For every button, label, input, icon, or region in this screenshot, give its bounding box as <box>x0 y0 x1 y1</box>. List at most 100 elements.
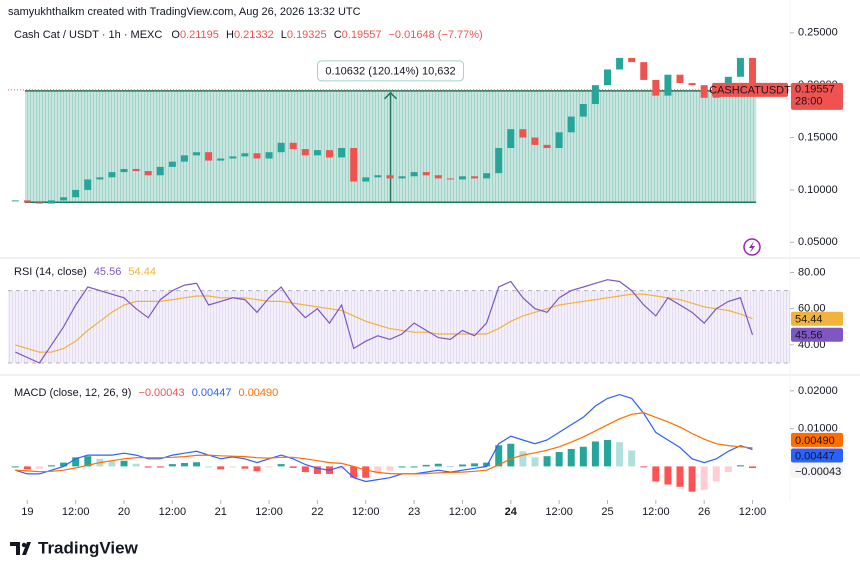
candle <box>531 137 539 145</box>
histogram-bar <box>724 466 732 473</box>
candle <box>338 148 346 158</box>
last-price: 0.19557 <box>795 84 835 96</box>
x-tick-label: 22 <box>311 506 323 518</box>
histogram-bar <box>374 466 382 474</box>
candle <box>241 153 249 157</box>
candle <box>96 177 104 180</box>
histogram-bar <box>688 466 696 492</box>
candle <box>60 197 68 201</box>
histogram-bar <box>712 466 720 482</box>
histogram-tag-bg <box>791 464 843 479</box>
rsi-tag: 45.56 <box>795 330 823 342</box>
y-tick-label: 0.15000 <box>798 131 838 143</box>
histogram-bar <box>362 466 370 478</box>
candle <box>688 83 696 86</box>
y-tick-label: 0.01000 <box>798 423 838 435</box>
signal-value: 0.00490 <box>239 387 279 399</box>
candle <box>72 189 80 198</box>
histogram-value: −0.00043 <box>138 387 184 399</box>
histogram-bar <box>700 466 708 490</box>
x-tick-label: 20 <box>118 506 130 518</box>
histogram-bar <box>386 466 394 471</box>
histogram-bar <box>48 465 56 467</box>
candle <box>724 76 732 89</box>
candle <box>652 79 660 96</box>
histogram-bar <box>193 462 201 467</box>
candle <box>603 69 611 86</box>
candle <box>749 57 757 90</box>
macd-legend: MACD (close, 12, 26, 9) −0.00043 0.00447… <box>14 387 278 399</box>
candle <box>120 168 128 173</box>
x-tick-label: 12:00 <box>545 506 573 518</box>
candle <box>579 104 587 117</box>
histogram-bar <box>543 456 551 467</box>
candle <box>289 142 297 150</box>
measure-arrowhead <box>384 91 398 100</box>
measure-label: 0.10632 (120.14%) 10,632 <box>325 66 455 78</box>
x-tick-label: 24 <box>505 506 518 518</box>
histogram-bar <box>567 449 575 467</box>
histogram-bar <box>350 466 358 478</box>
x-tick-label: 12:00 <box>642 506 670 518</box>
logo <box>10 542 31 555</box>
brand: TradingView <box>38 538 139 557</box>
histogram-bar <box>749 466 757 469</box>
y-tick-label: 80.00 <box>798 266 826 278</box>
candle <box>217 158 225 161</box>
y-tick-label: 0.02000 <box>798 385 838 397</box>
histogram-bar <box>289 466 297 468</box>
ticker-tag: CASHCATUSDT <box>709 85 791 97</box>
candle <box>434 175 442 179</box>
rsi-legend: RSI (14, close) 45.56 54.44 <box>14 266 156 278</box>
histogram-bar <box>60 462 68 467</box>
histogram-bar <box>217 466 225 470</box>
ticker-tag-bg <box>712 82 788 97</box>
ohlc-value: 0.21195 <box>180 29 219 41</box>
candle <box>326 150 334 158</box>
histogram-bar <box>120 460 128 467</box>
histogram-bar <box>132 463 140 467</box>
candle <box>313 150 321 156</box>
y-tick-label: 0.25000 <box>798 27 838 39</box>
candle <box>519 129 527 138</box>
histogram-bar <box>652 466 660 482</box>
histogram-bar <box>616 442 624 467</box>
histogram-bar <box>229 466 237 468</box>
candle <box>543 144 551 149</box>
candle <box>350 148 358 182</box>
histogram-bar <box>180 462 188 467</box>
histogram-bar <box>555 452 563 467</box>
histogram-bar <box>434 463 442 467</box>
candle <box>35 202 43 204</box>
candle <box>616 57 624 70</box>
candle <box>11 200 19 202</box>
rsi-tag-bg <box>791 327 843 342</box>
ohlc-label: O <box>171 29 180 41</box>
histogram-tag: −0.00043 <box>795 466 841 478</box>
x-tick-label: 12:00 <box>255 506 283 518</box>
histogram-bar <box>313 466 321 474</box>
rsi-line <box>15 279 754 364</box>
x-tick-label: 19 <box>21 506 33 518</box>
y-tick-label: 60.00 <box>798 303 826 315</box>
histogram-bar <box>676 466 684 487</box>
histogram-bar <box>422 464 430 467</box>
macd-tag: 0.00490 <box>795 435 835 447</box>
ohlc-label: C <box>334 29 342 41</box>
creator-line: samyukhthalkm created with TradingView.c… <box>8 6 361 18</box>
x-tick-label: 25 <box>601 506 613 518</box>
rsi-tag-bg <box>791 311 843 326</box>
candle <box>736 57 744 77</box>
candle <box>628 57 636 63</box>
histogram-bar <box>531 457 539 467</box>
candle <box>277 142 285 153</box>
histogram-bar <box>338 466 346 470</box>
candle <box>84 179 92 190</box>
x-tick-label: 12:00 <box>159 506 187 518</box>
candle <box>193 152 201 156</box>
macd-tag-bg <box>791 432 843 447</box>
histogram-bar <box>579 446 587 467</box>
candle <box>640 62 648 80</box>
y-tick-label: 0.10000 <box>798 184 838 196</box>
rsi-band <box>8 290 790 363</box>
